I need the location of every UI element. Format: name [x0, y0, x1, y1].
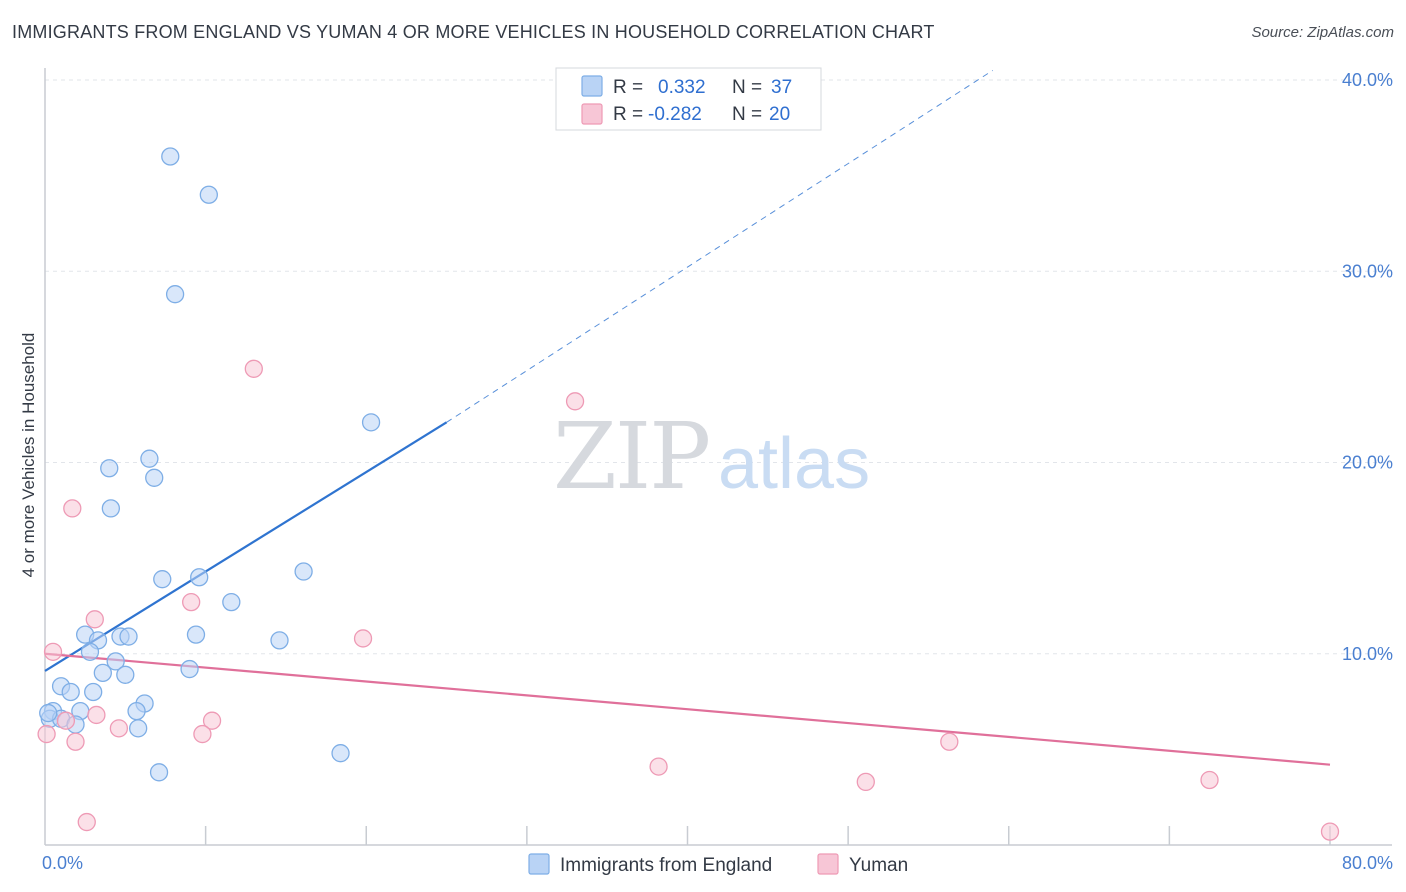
point-england: [190, 568, 209, 587]
correlation-legend: R = 0.332 N = 37 R = -0.282 N = 20: [555, 67, 822, 131]
point-england: [116, 665, 135, 684]
point-england: [80, 642, 100, 661]
point-england: [153, 570, 172, 589]
point-england: [222, 592, 241, 612]
point-yuman: [109, 719, 129, 738]
point-england: [84, 682, 103, 702]
point-yuman: [87, 705, 106, 725]
chart-title: IMMIGRANTS FROM ENGLAND VS YUMAN 4 OR MO…: [12, 22, 935, 42]
point-yuman: [1200, 770, 1219, 790]
point-england: [127, 701, 146, 721]
point-england: [361, 413, 381, 432]
point-yuman: [37, 724, 56, 744]
trend-line-england: [44, 421, 448, 672]
legend-n-value-blue: 37: [771, 77, 792, 98]
point-england: [106, 652, 125, 671]
point-england: [161, 147, 180, 166]
point-england: [149, 763, 169, 782]
series-legend-label-england: Immigrants from England: [560, 855, 772, 876]
point-yuman: [182, 592, 201, 612]
point-england: [270, 631, 289, 650]
points-layer: [37, 147, 1340, 841]
point-yuman: [66, 732, 85, 751]
y-tick-label: 20.0%: [1342, 453, 1393, 473]
point-yuman: [56, 711, 76, 730]
point-yuman: [565, 392, 585, 411]
grid-layer: [45, 79, 1392, 655]
point-yuman: [856, 772, 875, 792]
watermark-zip: ZIP: [553, 403, 709, 510]
point-yuman: [244, 359, 263, 378]
point-yuman: [63, 499, 82, 518]
point-england: [180, 659, 199, 679]
point-yuman: [940, 732, 959, 751]
x-tick-label: 0.0%: [42, 853, 83, 873]
y-tick-label: 30.0%: [1342, 261, 1393, 281]
point-england: [331, 744, 350, 763]
legend-r-value-blue: 0.332: [658, 77, 706, 98]
point-england: [101, 499, 121, 518]
legend-r-label-pink: R =: [613, 104, 643, 125]
point-yuman: [77, 812, 96, 832]
point-england: [186, 625, 206, 644]
point-england: [61, 682, 80, 702]
point-england: [119, 627, 138, 646]
series-legend-swatch-yuman: [817, 853, 839, 875]
watermark: ZIP atlas: [553, 403, 870, 510]
series-legend: Immigrants from England Yuman: [528, 853, 908, 876]
point-england: [294, 562, 313, 581]
point-england: [129, 719, 148, 738]
series-legend-swatch-england: [528, 853, 550, 875]
y-tick-label: 40.0%: [1342, 70, 1393, 90]
legend-r-value-pink: -0.282: [648, 104, 702, 125]
y-tick-label: 10.0%: [1342, 644, 1393, 664]
trend-line-england-extension: [446, 70, 993, 423]
legend-swatch-blue: [581, 75, 603, 97]
trend-line-yuman: [44, 652, 1331, 766]
trend-layer: [44, 70, 1331, 766]
y-axis-label: 4 or more Vehicles in Household: [19, 333, 38, 578]
ticks-layer: 10.0% 20.0% 30.0% 40.0% 0.0% 80.0%: [42, 70, 1393, 873]
point-yuman: [202, 711, 222, 730]
point-yuman: [1320, 822, 1340, 841]
point-england: [145, 468, 164, 487]
watermark-atlas: atlas: [718, 424, 870, 504]
legend-swatch-pink: [581, 103, 603, 125]
point-england: [140, 449, 159, 468]
source-credit: Source: ZipAtlas.com: [1251, 24, 1394, 41]
legend-r-label-blue: R =: [613, 77, 643, 98]
point-yuman: [353, 629, 373, 648]
point-england: [100, 459, 119, 478]
point-yuman: [43, 642, 63, 661]
point-england: [93, 663, 112, 683]
x-tick-label: 80.0%: [1342, 853, 1393, 873]
point-yuman: [649, 757, 668, 776]
point-england: [165, 285, 185, 304]
legend-n-label-blue: N =: [732, 77, 762, 98]
legend-n-value-pink: 20: [769, 104, 790, 125]
point-yuman: [193, 724, 212, 744]
point-yuman: [85, 610, 104, 629]
point-england: [199, 185, 218, 204]
series-legend-label-yuman: Yuman: [849, 855, 908, 876]
point-england: [39, 703, 58, 723]
legend-n-label-pink: N =: [732, 104, 762, 125]
